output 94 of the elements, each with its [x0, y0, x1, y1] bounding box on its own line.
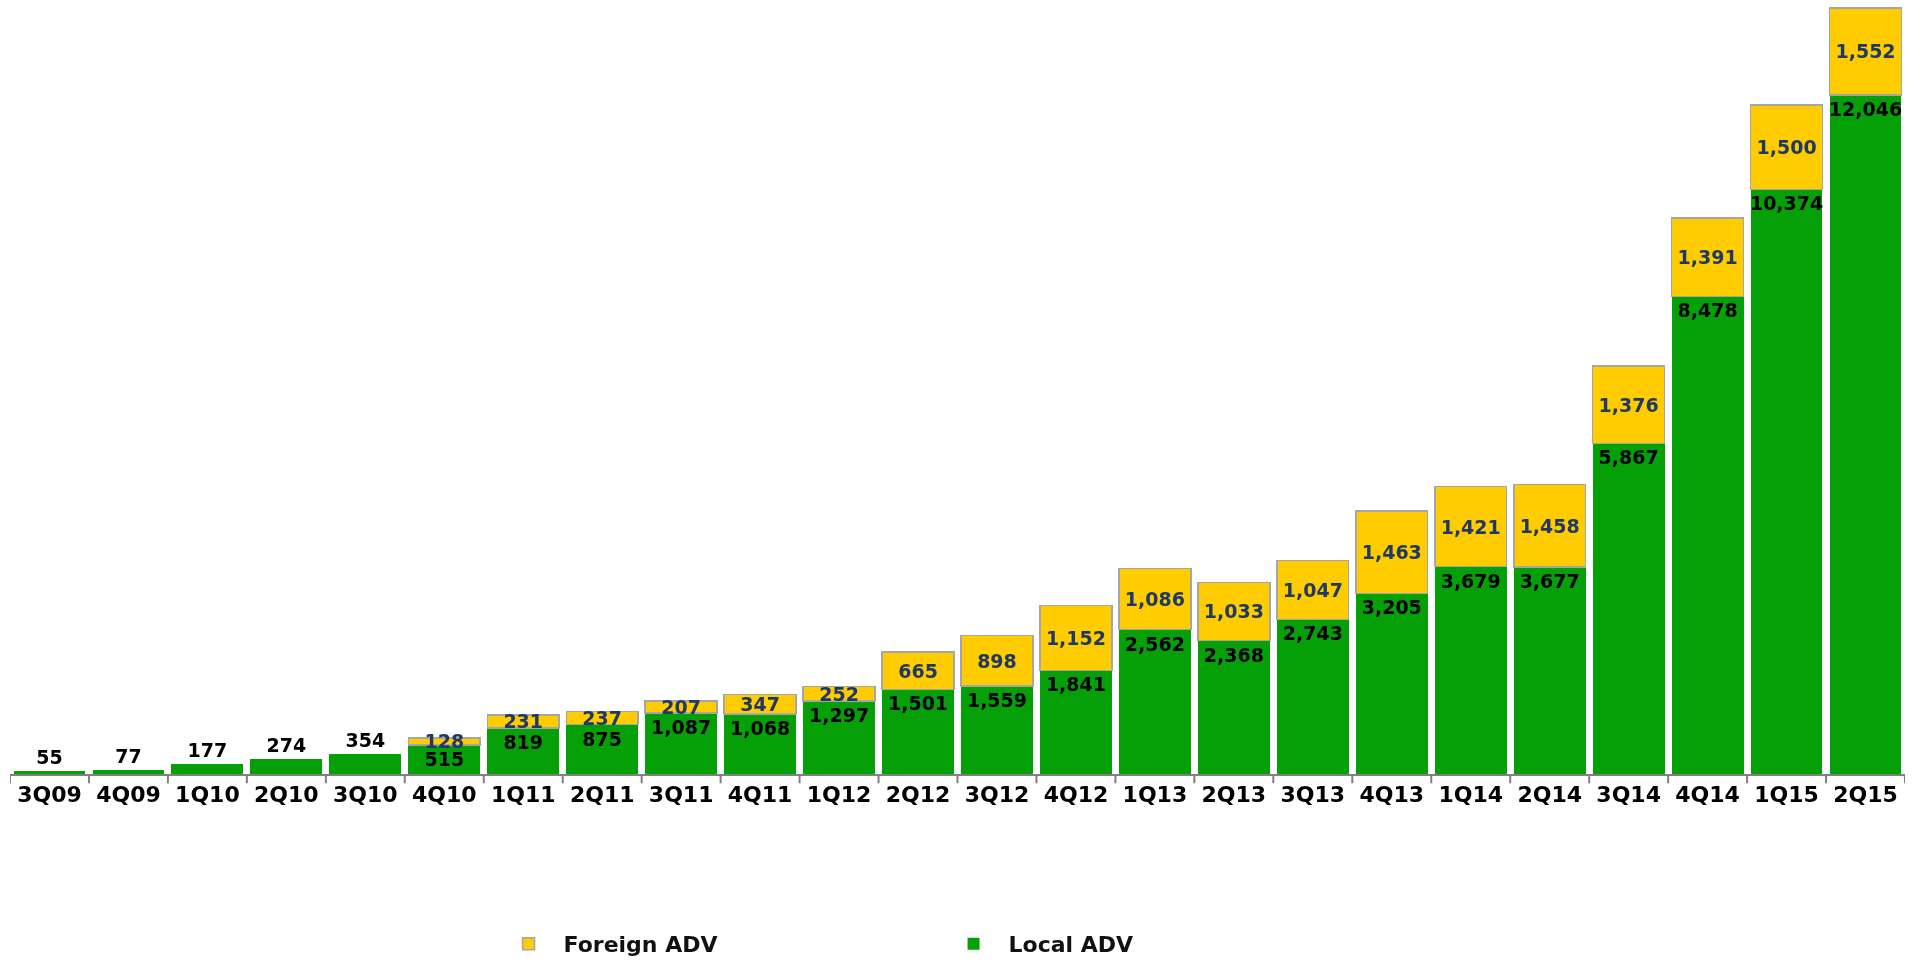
data-label: 1,033	[1203, 600, 1264, 623]
data-label: 1,376	[1598, 393, 1659, 416]
bar	[566, 724, 639, 774]
bar	[329, 754, 402, 774]
x-tick-label: 4Q13	[1359, 782, 1425, 808]
data-label: 1,086	[1124, 588, 1185, 611]
bar	[1197, 640, 1270, 774]
bar	[1513, 566, 1586, 774]
x-tick-label: 3Q12	[964, 782, 1030, 808]
bar	[250, 758, 323, 774]
data-label: 665	[898, 659, 938, 682]
data-label: 237	[582, 707, 623, 730]
data-label: 1,501	[887, 692, 949, 715]
x-tick-label: 3Q13	[1280, 782, 1346, 808]
bar	[1039, 604, 1113, 672]
data-label: 3,677	[1519, 569, 1580, 592]
x-tick-label: 1Q15	[1754, 782, 1819, 808]
data-label: 354	[345, 729, 386, 752]
x-tick-label: 3Q09	[17, 782, 82, 808]
data-label: 12,046	[1828, 98, 1903, 121]
data-label: 1,458	[1519, 514, 1580, 537]
x-tick-label: 4Q11	[727, 782, 793, 808]
data-label: 3,205	[1361, 596, 1422, 619]
bar	[171, 764, 244, 774]
data-label: 819	[503, 730, 544, 753]
data-label: 77	[115, 744, 142, 767]
bar	[1434, 566, 1507, 774]
x-tick-label: 3Q14	[1596, 782, 1661, 808]
x-tick-label: 4Q12	[1043, 782, 1109, 808]
x-tick-label: 1Q13	[1122, 782, 1188, 808]
data-label: 1,068	[730, 716, 791, 739]
x-tick-label: 4Q10	[411, 782, 477, 808]
x-tick-label: 1Q14	[1438, 782, 1504, 808]
x-tick-label: 2Q13	[1201, 782, 1267, 808]
data-label: 2,743	[1282, 622, 1343, 645]
data-label: 1,152	[1045, 626, 1106, 649]
legend-label: Foreign ADV	[563, 932, 718, 958]
bar	[882, 689, 954, 774]
data-label: 1,552	[1835, 40, 1896, 63]
x-tick-label: 3Q11	[648, 782, 714, 808]
bar	[1671, 296, 1744, 774]
data-label: 875	[582, 727, 623, 750]
bar	[1276, 619, 1349, 774]
data-label: 898	[977, 649, 1017, 672]
data-label: 177	[187, 739, 228, 762]
data-label: 2,368	[1203, 643, 1264, 666]
data-label: 8,478	[1677, 299, 1738, 322]
x-tick-label: 2Q12	[885, 782, 951, 808]
x-tick-label: 1Q12	[806, 782, 872, 808]
data-label: 1,391	[1677, 246, 1738, 269]
bar	[1828, 7, 1903, 96]
bar	[803, 700, 875, 774]
data-label: 1,559	[966, 689, 1028, 712]
bar	[1355, 510, 1429, 595]
bar	[92, 769, 165, 774]
x-tick-label: 2Q11	[569, 782, 635, 808]
x-tick-label: 4Q14	[1675, 782, 1740, 808]
data-label: 55	[36, 745, 63, 768]
bar	[1591, 365, 1666, 445]
bar	[1040, 670, 1112, 774]
data-label: 3,679	[1440, 569, 1501, 592]
x-tick-label: 4Q09	[96, 782, 161, 808]
x-tick-label: 2Q10	[254, 782, 319, 808]
bar	[1829, 95, 1902, 774]
data-label: 1,087	[651, 715, 712, 738]
data-label: 1,297	[809, 703, 870, 726]
data-label: 1,047	[1282, 578, 1343, 601]
bar	[960, 634, 1034, 687]
bar	[1592, 443, 1665, 774]
x-tick-label: 1Q11	[490, 782, 556, 808]
data-label: 2,562	[1124, 632, 1185, 655]
legend-label: Local ADV	[1008, 932, 1134, 958]
x-tick-label: 3Q10	[333, 782, 398, 808]
bar	[961, 686, 1033, 774]
bar	[13, 770, 86, 774]
bar	[1513, 483, 1587, 568]
data-label: 5,867	[1598, 446, 1659, 469]
x-tick-label: 1Q10	[175, 782, 240, 808]
bar	[1750, 189, 1823, 774]
data-label: 274	[266, 733, 307, 756]
x-tick-label: 2Q15	[1833, 782, 1898, 808]
data-label: 252	[819, 682, 859, 705]
x-tick-label: 2Q14	[1517, 782, 1582, 808]
data-label: 1,500	[1756, 136, 1817, 159]
data-label: 1,841	[1045, 673, 1106, 696]
bar	[1118, 629, 1191, 774]
bar	[1434, 485, 1508, 568]
bar	[1355, 593, 1428, 774]
data-label: 1,463	[1361, 541, 1422, 564]
data-label: 1,421	[1440, 515, 1501, 538]
bar	[1749, 104, 1824, 191]
bar	[1670, 217, 1745, 298]
data-label: 347	[740, 693, 780, 716]
data-label: 231	[503, 710, 544, 733]
